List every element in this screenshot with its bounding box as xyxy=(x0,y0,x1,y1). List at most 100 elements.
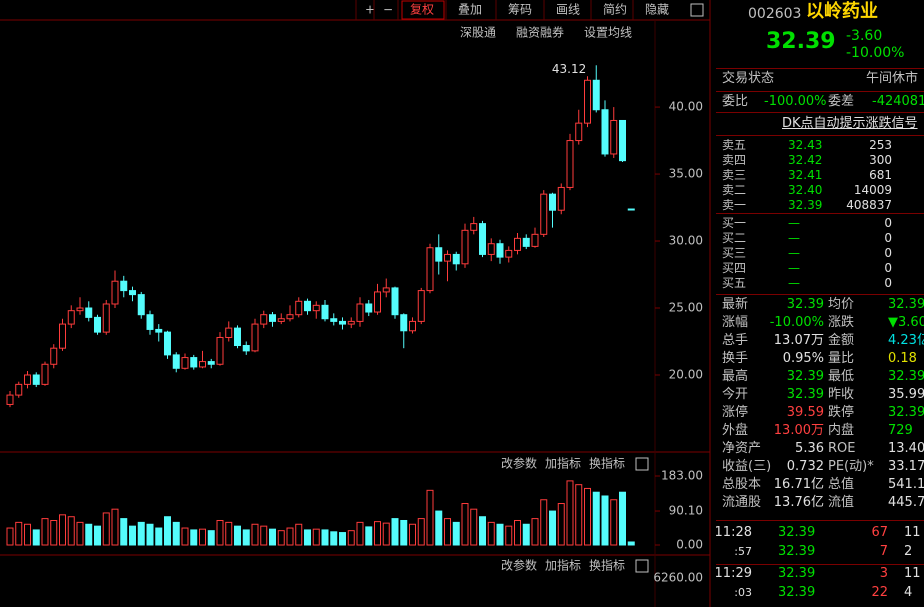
y-tick-label: 0.00 xyxy=(676,538,703,552)
bid-volume: 0 xyxy=(884,246,892,260)
stat-label: PE(动)* xyxy=(828,459,874,474)
fullscreen-icon[interactable] xyxy=(690,3,704,17)
ask-price: 32.43 xyxy=(788,138,823,152)
indicator-tool[interactable]: 改参数 xyxy=(501,456,537,471)
stat-value: ▼3.60 xyxy=(888,315,924,330)
toolbar-button[interactable]: + xyxy=(365,3,375,17)
volume-bar xyxy=(452,521,460,546)
volume-bar xyxy=(32,529,40,546)
y-tick-label: 6260.00 xyxy=(653,571,703,585)
volume-bar xyxy=(470,508,478,546)
y-tick-label: 183.00 xyxy=(661,469,703,483)
ask-volume: 14009 xyxy=(853,183,892,197)
toolbar-button[interactable]: 复权 xyxy=(410,3,434,17)
indicator-tool[interactable]: 换指标 xyxy=(589,456,625,471)
toolbar-button[interactable]: 隐藏 xyxy=(645,3,669,17)
separator xyxy=(716,135,924,136)
stat-value: 0.732 xyxy=(786,459,824,474)
volume-bar xyxy=(409,523,416,546)
separator xyxy=(716,520,924,521)
bid-label: 买一 xyxy=(722,216,747,230)
dk-signal[interactable]: DK点自动提示涨跌信号 xyxy=(782,116,918,131)
volume-bar xyxy=(575,484,583,546)
stat-label: 内盘 xyxy=(828,423,855,438)
stat-value: 33.17 xyxy=(888,459,924,474)
status-value: 午间休市 xyxy=(866,71,919,86)
candle-body xyxy=(242,345,250,352)
ask-label: 卖三 xyxy=(722,168,747,182)
toolbar-button[interactable]: 筹码 xyxy=(508,3,532,17)
candle-body xyxy=(172,354,180,369)
indicator-tool[interactable]: 改参数 xyxy=(501,558,537,573)
stat-label: 收益(三) xyxy=(722,459,772,474)
candle-body xyxy=(479,223,486,255)
stat-label: 总股本 xyxy=(722,477,762,492)
candle-body xyxy=(339,320,346,325)
toolbar-button[interactable]: 简约 xyxy=(603,2,627,17)
volume-bar xyxy=(155,527,163,546)
ask-volume: 300 xyxy=(869,153,892,167)
ask-price: 32.39 xyxy=(788,198,823,212)
y-tick-label: 20.00 xyxy=(669,367,703,381)
volume-bar xyxy=(199,528,206,546)
toolbar-button[interactable]: 叠加 xyxy=(458,3,482,17)
candle-body xyxy=(575,122,583,142)
toolbar-button[interactable]: − xyxy=(383,3,393,17)
stat-value: 16.71亿 xyxy=(773,477,824,492)
volume-bar xyxy=(391,518,399,546)
stat-value: 13.76亿 xyxy=(773,495,824,510)
stat-value: 32.39 xyxy=(888,297,924,312)
volume-bar xyxy=(365,526,373,546)
bid-volume: 0 xyxy=(884,276,892,290)
candle-body xyxy=(391,287,399,316)
candle-body xyxy=(225,327,233,338)
candle-body xyxy=(444,253,451,262)
volume-bar xyxy=(417,518,425,546)
separator xyxy=(716,91,924,92)
candle-body xyxy=(514,237,521,251)
stat-value: 35.99 xyxy=(888,387,924,402)
candle-body xyxy=(207,361,215,365)
volume-bar xyxy=(304,529,311,546)
chart-link[interactable]: 设置均线 xyxy=(584,26,632,40)
volume-bar xyxy=(120,518,128,546)
ratio-value: -100.00% xyxy=(764,94,827,109)
quote-panel: 002603 以岭药业 32.39 -3.60 -10.00% 交易状态 午间休市 委比 -10… xyxy=(716,0,924,607)
volume-bar xyxy=(514,519,521,546)
trade-count: 4 xyxy=(904,585,913,600)
volume-bar xyxy=(312,528,320,546)
indicator-tool[interactable]: 换指标 xyxy=(589,558,625,573)
volume-bar xyxy=(347,530,355,546)
candle-body xyxy=(85,307,93,318)
stat-label: 今开 xyxy=(722,387,749,402)
chart-link[interactable]: 融资融券 xyxy=(516,25,564,40)
y-tick-label: 35.00 xyxy=(669,167,703,181)
candle-body xyxy=(601,109,609,155)
volume-bar xyxy=(50,519,58,546)
candle-body xyxy=(286,314,294,320)
indicator-tool[interactable]: 加指标 xyxy=(545,456,581,471)
chart-link[interactable]: 深股通 xyxy=(460,26,496,40)
volume-bar xyxy=(330,531,338,546)
volume-bar xyxy=(172,521,180,546)
trade-count: 2 xyxy=(904,544,913,559)
candle-body xyxy=(251,323,259,352)
close-box[interactable] xyxy=(635,559,649,573)
candle-body xyxy=(269,314,276,322)
candle-body xyxy=(470,223,478,231)
volume-bar xyxy=(102,512,110,546)
bid-label: 买四 xyxy=(722,261,747,275)
stat-label: 涨跌 xyxy=(828,315,855,330)
candle-body xyxy=(522,237,530,247)
toolbar-button[interactable]: 画线 xyxy=(556,3,580,17)
trade-count: 11 xyxy=(904,525,921,540)
candle-body xyxy=(330,318,338,322)
close-box[interactable] xyxy=(635,457,649,471)
volume-bar xyxy=(444,518,451,546)
trade-volume: 3 xyxy=(879,566,888,581)
stat-label: 昨收 xyxy=(828,387,855,402)
indicator-tool[interactable]: 加指标 xyxy=(545,558,581,573)
volume-bar xyxy=(269,528,276,546)
bid-price: — xyxy=(788,231,800,245)
